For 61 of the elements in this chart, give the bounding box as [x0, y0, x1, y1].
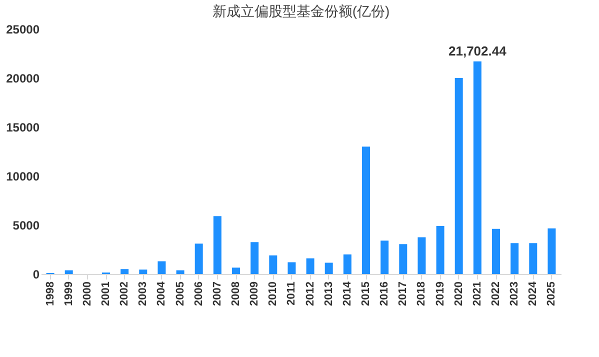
- bar: [380, 240, 389, 274]
- bar: [176, 270, 184, 274]
- x-tick-label: 2003: [137, 282, 150, 306]
- x-tick-label: 2004: [156, 280, 168, 306]
- bar: [454, 78, 463, 274]
- bar: [213, 216, 222, 274]
- bar: [324, 262, 333, 274]
- x-tick-label: 2025: [546, 282, 558, 306]
- bar: [194, 244, 203, 274]
- bar: [529, 243, 538, 274]
- bar: [269, 255, 278, 274]
- x-tick-label: 2016: [378, 282, 391, 306]
- x-tick-label: 2009: [248, 282, 261, 306]
- x-tick-label: 2023: [508, 282, 521, 306]
- data-label: 21,702.44: [448, 43, 508, 58]
- x-tick-label: 2005: [174, 282, 186, 306]
- x-tick-label: 2010: [267, 282, 280, 306]
- bar: [158, 261, 166, 274]
- x-tick-label: 2001: [100, 282, 112, 306]
- y-tick-label: 15000: [6, 120, 40, 134]
- x-tick-label: 2006: [192, 282, 205, 306]
- bar: [288, 262, 296, 274]
- x-tick-label: 2020: [452, 282, 465, 306]
- x-tick-label: 2007: [211, 282, 224, 306]
- bar: [436, 226, 444, 274]
- y-tick-label: 5000: [12, 218, 40, 232]
- x-tick-label: 2012: [304, 282, 316, 306]
- bar: [343, 254, 352, 274]
- bar: [548, 228, 556, 274]
- bar: [399, 244, 408, 274]
- x-tick-label: 2021: [471, 282, 484, 306]
- y-tick-label: 20000: [6, 72, 40, 86]
- bar: [64, 270, 73, 274]
- x-tick-label: 2013: [322, 282, 335, 306]
- x-tick-label: 2015: [360, 282, 372, 306]
- bar: [139, 270, 148, 274]
- bar: [250, 242, 259, 274]
- y-tick-label: 25000: [6, 22, 40, 36]
- y-tick-label: 0: [32, 268, 40, 282]
- x-tick-label: 2017: [397, 282, 410, 306]
- x-tick-label: 2019: [434, 282, 446, 306]
- bar: [492, 228, 500, 274]
- bar: [232, 268, 240, 274]
- x-tick-label: 2002: [118, 282, 131, 306]
- bar: [120, 269, 129, 274]
- x-tick-label: 1999: [62, 282, 75, 306]
- bar: [510, 243, 519, 274]
- bar: [306, 258, 314, 274]
- x-tick-label: 2008: [230, 282, 242, 306]
- x-tick-label: 2018: [416, 282, 428, 306]
- x-tick-label: 1998: [44, 282, 56, 306]
- x-tick-label: 2024: [527, 280, 540, 306]
- x-tick-label: 2011: [286, 282, 298, 306]
- x-tick-label: 2022: [490, 282, 502, 306]
- bar: [418, 237, 426, 274]
- bar: [473, 61, 482, 274]
- chart-title: 新成立偏股型基金份额(亿份): [212, 3, 390, 19]
- x-tick-label: 2000: [81, 282, 94, 306]
- x-tick-label: 2014: [341, 280, 354, 306]
- y-tick-label: 10000: [6, 170, 40, 184]
- bar: [362, 146, 370, 274]
